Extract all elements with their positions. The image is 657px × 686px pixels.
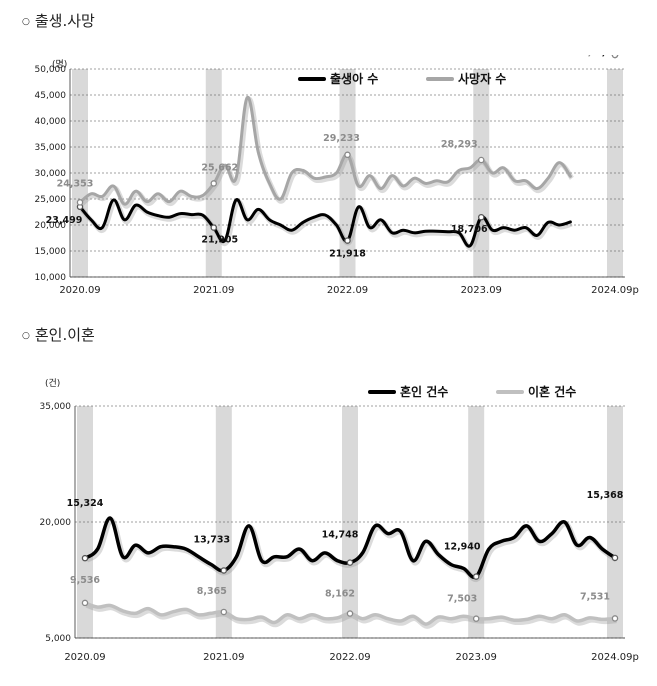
x-tick-label: 2024.09p [591,652,639,663]
x-tick-label: 2020.09 [64,652,105,663]
data-point-marker [210,180,217,187]
y-axis-unit: (건) [45,378,60,389]
section-title-birth-death: ○ 출생.사망 [22,10,95,31]
data-label: 12,940 [444,542,481,553]
data-point-marker [611,55,619,59]
y-tick-label: 45,000 [35,91,67,101]
data-label: 13,733 [193,534,230,545]
data-label: 7,531 [580,591,610,602]
data-point-marker [344,151,351,159]
x-tick-label: 2022.09 [327,285,368,296]
x-tick-label: 2023.09 [461,285,502,296]
marriage-divorce-chart: 5,000 20,000 35,000 (건) 2020.09 2021.09 2022.0… [40,378,639,663]
data-point-marker [210,224,217,231]
x-tick-label: 2024.09p [591,285,639,296]
data-point-marker [81,554,89,562]
data-label: 18,706 [451,224,488,235]
y-tick-label: 20,000 [35,221,67,231]
data-point-marker [346,610,354,617]
data-point-marker [472,615,480,622]
series-line-primary [78,198,572,248]
data-label: 9,536 [70,575,100,586]
data-point-marker [477,213,485,221]
data-label: 7,503 [447,594,477,605]
data-point-marker [472,573,480,580]
legend-label: 사망자 수 [458,71,506,86]
data-label: 29,233 [323,133,360,144]
data-label: 14,748 [322,530,359,541]
data-point-marker [220,567,228,574]
x-tick-label: 2021.09 [193,285,234,296]
data-point-marker [346,559,354,566]
legend-label: 이혼 건수 [528,384,576,399]
data-label: 29,362 [575,55,612,58]
bullet-icon: ○ [22,330,30,341]
birth-death-chart: 10,000 15,000 20,000 25,000 30,000 35,000 40,0… [35,55,639,296]
data-point-marker [220,608,228,616]
legend-label: 혼인 건수 [400,384,448,399]
section-title-text: 혼인.이혼 [34,326,95,344]
x-tick-label: 2022.09 [329,652,370,663]
y-tick-label: 50,000 [35,65,67,75]
series-line-secondary [78,96,572,206]
data-point-marker [76,199,84,206]
highlight-band [342,406,358,638]
y-tick-label: 5,000 [45,634,71,644]
y-tick-label: 15,000 [35,247,67,257]
data-label: 15,368 [587,490,624,501]
data-label: 21,905 [201,235,238,246]
data-point-marker [477,156,485,164]
y-tick-label: 10,000 [35,273,67,283]
data-label: 21,918 [329,249,366,260]
y-axis-unit: (명) [52,59,67,70]
y-tick-label: 20,000 [40,518,72,528]
data-point-marker [611,615,619,622]
y-tick-label: 35,000 [35,143,67,153]
x-tick-label: 2023.09 [456,652,497,663]
x-tick-label: 2021.09 [203,652,244,663]
data-label: 20,590 [589,55,626,58]
data-label: 24,353 [57,178,94,189]
data-point-marker [344,237,351,244]
data-label: 8,162 [325,589,355,600]
bullet-icon: ○ [22,16,30,27]
data-label: 28,293 [441,139,478,150]
data-point-marker [81,599,89,607]
section-title-text: 출생.사망 [34,12,95,30]
y-tick-label: 40,000 [35,117,67,127]
series-line-shadow [79,97,574,209]
data-label: 15,324 [67,498,104,509]
data-point-marker [611,554,619,562]
data-label: 23,499 [46,215,83,226]
data-label: 8,365 [197,586,227,597]
y-tick-label: 35,000 [40,402,72,412]
y-tick-label: 25,000 [35,195,67,205]
section-title-marriage-divorce: ○ 혼인.이혼 [22,324,95,345]
y-tick-label: 30,000 [35,169,67,179]
x-tick-label: 2020.09 [59,285,100,296]
legend-label: 출생아 수 [330,71,378,86]
data-label: 25,662 [201,162,238,173]
